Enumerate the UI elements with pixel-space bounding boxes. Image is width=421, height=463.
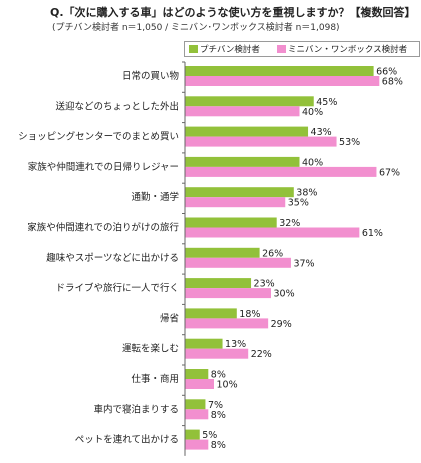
data-label: 10% xyxy=(217,380,238,391)
bar-mini xyxy=(185,76,380,86)
bar-mini xyxy=(185,409,209,420)
bar-petit xyxy=(185,247,260,258)
category-label: 帰省 xyxy=(160,312,179,324)
category-label: 家族や仲間連れでの泊りがけの旅行 xyxy=(27,222,179,234)
bar-mini xyxy=(185,106,300,117)
bar-petit xyxy=(185,66,374,76)
data-label: 29% xyxy=(271,319,292,330)
data-label: 40% xyxy=(302,157,323,168)
bar-mini xyxy=(185,379,214,389)
bar-petit xyxy=(185,429,200,440)
bar-mini xyxy=(185,136,337,147)
bar-petit xyxy=(185,217,277,228)
bar-petit xyxy=(185,308,237,319)
category-label: 日常の買い物 xyxy=(122,70,180,82)
category-label: ペットを連れて出かける xyxy=(75,434,179,446)
data-label: 13% xyxy=(225,339,246,350)
data-label: 35% xyxy=(288,198,309,209)
bar-petit xyxy=(185,126,309,137)
data-label: 7% xyxy=(208,400,223,411)
bar-petit xyxy=(185,156,300,167)
chart-subtitle: (プチバン検討者 n＝1,050 / ミニバン･ワンボックス検討者 n＝1,09… xyxy=(52,23,340,33)
bar-mini xyxy=(185,227,360,238)
legend-label-petit: プチバン検討者 xyxy=(200,45,260,55)
data-label: 43% xyxy=(311,127,332,138)
legend-swatch-petit xyxy=(189,45,198,53)
chart-title: Q.「次に購入する車」はどのような使い方を重視しますか？【複数回答】 xyxy=(50,6,416,19)
bar-mini xyxy=(185,348,249,359)
bar-mini xyxy=(185,197,286,208)
bar-petit xyxy=(185,338,223,349)
data-label: 68% xyxy=(382,77,403,88)
bar-mini xyxy=(185,318,269,329)
category-label: 家族や仲間連れでの日帰りレジャー xyxy=(28,161,179,173)
legend-label-mini: ミニバン・ワンボックス検討者 xyxy=(288,45,408,55)
legend-item-petit: プチバン検討者 xyxy=(189,43,260,55)
data-label: 32% xyxy=(279,218,300,229)
category-label: 通勤・通学 xyxy=(131,191,179,203)
data-label: 37% xyxy=(293,258,314,269)
category-label: 送迎などのちょっとした外出 xyxy=(55,100,179,112)
bar-petit xyxy=(185,399,206,410)
data-label: 67% xyxy=(379,167,400,178)
category-label: 運転を楽しむ xyxy=(122,343,179,355)
bar-petit xyxy=(185,187,294,198)
bar-mini xyxy=(185,288,271,299)
category-label: 趣味やスポーツなどに出かける xyxy=(46,252,179,264)
legend: プチバン検討者 ミニバン・ワンボックス検討者 xyxy=(184,41,420,57)
data-label: 38% xyxy=(296,188,317,199)
bar-mini xyxy=(185,439,209,450)
bar-mini xyxy=(185,257,291,268)
legend-item-mini: ミニバン・ワンボックス検討者 xyxy=(277,43,407,55)
data-label: 18% xyxy=(239,309,260,320)
data-label: 53% xyxy=(339,137,360,148)
data-label: 45% xyxy=(316,97,337,108)
data-label: 61% xyxy=(362,228,383,239)
bar-petit xyxy=(185,278,252,289)
data-label: 22% xyxy=(251,349,272,360)
category-label: ショッピングセンターでのまとめ買い xyxy=(18,131,179,143)
data-label: 26% xyxy=(262,248,283,259)
data-label: 8% xyxy=(211,370,226,381)
data-label: 5% xyxy=(202,430,217,441)
bar-petit xyxy=(185,369,209,379)
legend-swatch-mini xyxy=(277,45,286,53)
data-label: 8% xyxy=(211,410,226,421)
category-label: 車内で寝泊まりする xyxy=(93,403,179,415)
data-label: 23% xyxy=(254,279,275,290)
data-label: 30% xyxy=(274,289,295,300)
data-label: 66% xyxy=(376,67,397,78)
category-label: 仕事・商用 xyxy=(131,373,179,385)
data-label: 8% xyxy=(211,440,226,451)
data-label: 40% xyxy=(302,107,323,118)
bar-petit xyxy=(185,96,314,107)
category-label: ドライブや旅行に一人で行く xyxy=(55,282,179,294)
bar-mini xyxy=(185,166,377,177)
